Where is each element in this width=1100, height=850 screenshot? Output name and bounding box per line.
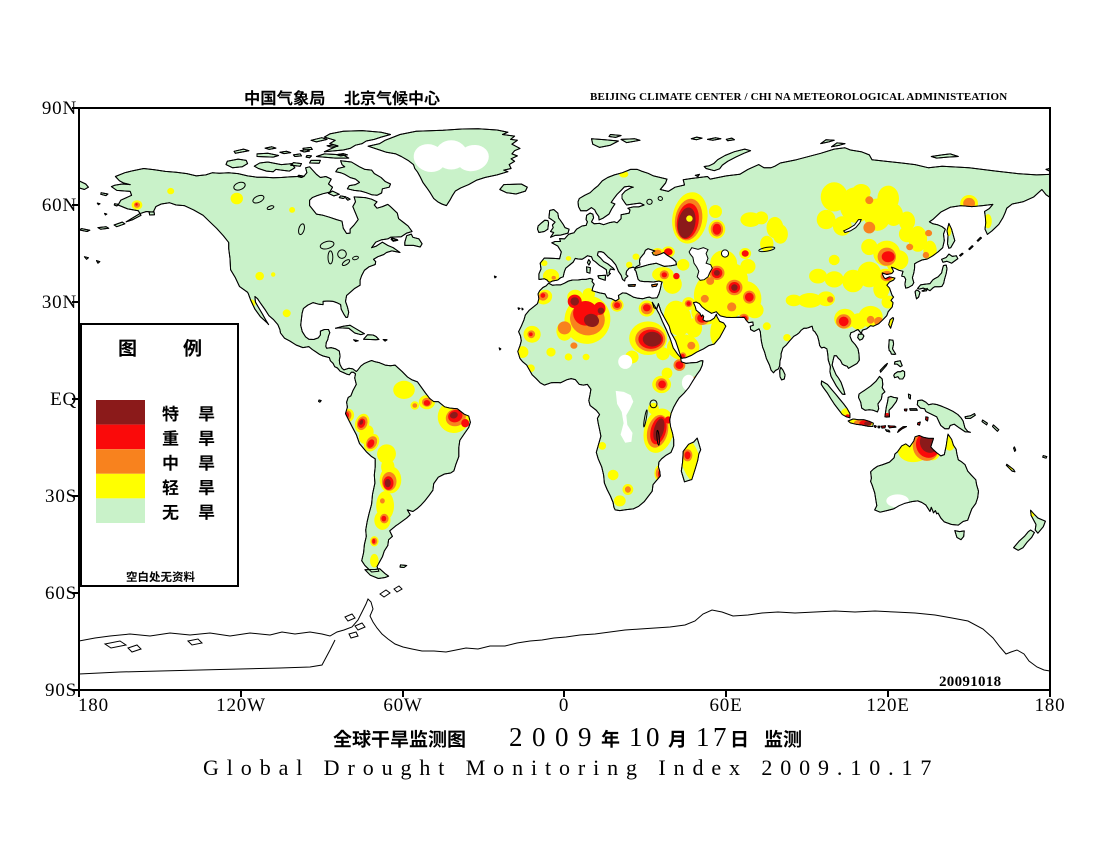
svg-text:30S: 30S: [45, 486, 77, 507]
svg-text:90N: 90N: [42, 98, 77, 119]
svg-text:60E: 60E: [709, 695, 742, 716]
svg-text:BEIJING CLIMATE CENTER / CHI N: BEIJING CLIMATE CENTER / CHI NA METEOROL…: [590, 91, 1007, 103]
svg-text:180: 180: [78, 695, 109, 716]
svg-text:180: 180: [1035, 695, 1066, 716]
svg-text:20091018: 20091018: [939, 674, 1001, 690]
svg-text:EQ: EQ: [50, 389, 77, 410]
svg-text:90S: 90S: [45, 680, 77, 701]
svg-text:120W: 120W: [216, 695, 266, 716]
svg-text:Global Drought Monitoring Inde: Global Drought Monitoring Index 2009.10.…: [203, 755, 939, 780]
svg-text:30N: 30N: [42, 292, 77, 313]
svg-text:10: 10: [629, 722, 663, 752]
svg-text:60S: 60S: [45, 583, 77, 604]
svg-text:60N: 60N: [42, 195, 77, 216]
svg-text:60W: 60W: [383, 695, 422, 716]
svg-text:120E: 120E: [866, 695, 909, 716]
svg-text:0: 0: [559, 695, 569, 716]
svg-text:2009: 2009: [509, 722, 601, 752]
svg-text:17: 17: [696, 722, 730, 752]
